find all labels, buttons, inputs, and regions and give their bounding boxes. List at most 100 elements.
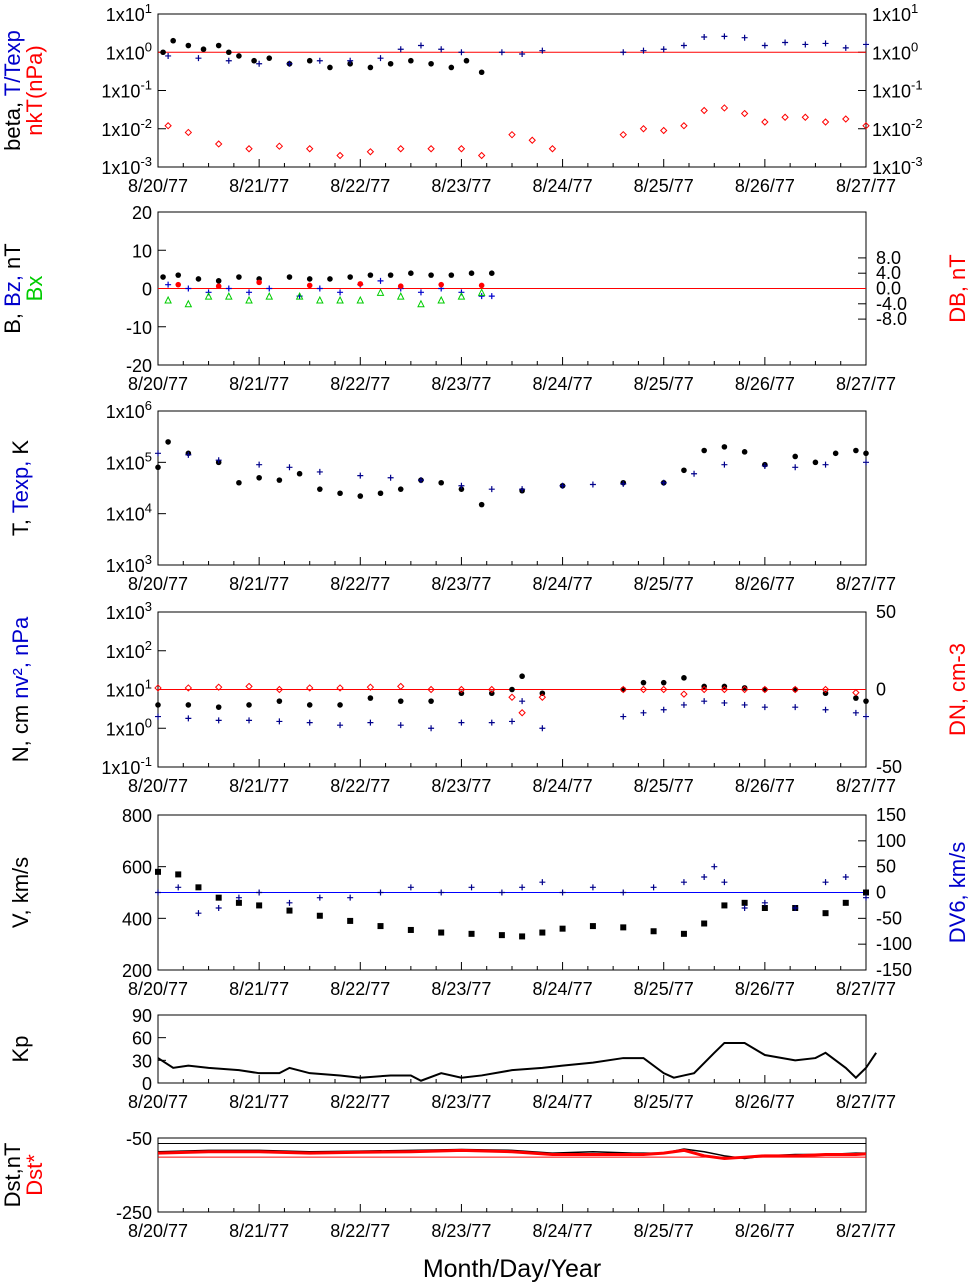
y2-tick-label: 150	[876, 805, 906, 825]
y-tick-label: 1x106	[106, 398, 152, 422]
data-point	[367, 695, 374, 701]
y2-tick-label: 0	[876, 883, 886, 903]
data-point	[215, 283, 222, 290]
data-point	[457, 292, 466, 300]
date-tick-label: 8/22/77	[330, 374, 390, 394]
data-point	[660, 706, 667, 713]
data-point	[488, 293, 495, 300]
series-group-beta	[158, 33, 870, 160]
date-tick-label: 8/21/77	[229, 979, 289, 999]
data-point	[256, 279, 262, 286]
data-point	[478, 293, 485, 300]
data-point	[397, 486, 404, 492]
series-group-v	[155, 863, 869, 940]
data-point	[620, 924, 627, 931]
data-point	[337, 289, 344, 296]
data-point	[509, 686, 515, 693]
data-point	[701, 698, 708, 705]
data-point	[155, 889, 161, 896]
y-tick-label: 200	[122, 961, 152, 981]
data-point	[226, 49, 232, 56]
data-point	[741, 905, 748, 911]
data-point	[215, 704, 222, 710]
y2-tick-label: 8.0	[876, 248, 901, 268]
date-tick-label: 8/20/77	[128, 979, 188, 999]
data-point	[316, 912, 323, 919]
data-point	[448, 272, 455, 278]
date-tick-label: 8/27/77	[836, 979, 896, 999]
panels-group: 8/20/77 8/21/77 8/22/77 8/23/77 8/24/77 8/25/…	[0, 1, 970, 1241]
y2-tick-label: 1x10-2	[872, 116, 923, 140]
date-tick-label: 8/25/77	[634, 1221, 694, 1241]
y2-tick-label: 50	[876, 857, 896, 877]
data-point	[266, 285, 273, 292]
y-tick-label: 60	[132, 1029, 152, 1049]
data-point	[438, 929, 445, 936]
y-tick-label: 20	[132, 203, 152, 223]
y-tick-label: 1x10-3	[101, 154, 152, 178]
date-tick-label: 8/24/77	[533, 574, 593, 594]
data-point	[812, 459, 819, 466]
data-point	[185, 702, 192, 708]
data-point	[306, 282, 313, 289]
data-point	[214, 140, 223, 148]
data-point	[438, 281, 445, 288]
panel-frame-dst	[157, 1137, 867, 1213]
data-point	[256, 60, 263, 67]
data-point	[175, 281, 182, 288]
data-point	[165, 52, 172, 59]
data-point	[154, 684, 162, 692]
data-point	[397, 46, 404, 53]
data-point	[762, 686, 768, 693]
date-tick-label: 8/24/77	[533, 374, 593, 394]
data-point	[842, 44, 849, 51]
data-point	[185, 285, 192, 292]
data-point	[518, 709, 526, 717]
data-point	[680, 122, 688, 130]
data-point	[741, 449, 748, 455]
panel-beta: 8/20/77 8/21/77 8/22/77 8/23/77 8/24/77 8/25/…	[0, 1, 923, 196]
date-tick-label: 8/21/77	[229, 374, 289, 394]
date-tick-label: 8/27/77	[836, 1092, 896, 1112]
data-point	[821, 118, 830, 126]
date-tick-label: 8/27/77	[836, 1221, 896, 1241]
series-group-b	[158, 270, 866, 308]
data-point	[236, 53, 242, 59]
data-point	[448, 64, 455, 71]
data-point	[863, 450, 869, 457]
data-point	[155, 464, 161, 471]
data-point	[458, 719, 465, 726]
data-point	[792, 686, 798, 693]
date-tick-label: 8/24/77	[533, 1092, 593, 1112]
data-point	[741, 685, 748, 691]
data-point	[862, 122, 870, 130]
data-point	[589, 481, 596, 488]
y2-tick-label: 100	[876, 831, 906, 851]
data-point	[155, 713, 161, 720]
y-tick-label: 400	[122, 909, 152, 929]
data-point	[761, 462, 768, 469]
data-point	[204, 292, 213, 300]
data-point	[155, 868, 161, 875]
data-point	[761, 905, 768, 911]
data-point	[215, 905, 222, 911]
data-point	[680, 42, 687, 49]
data-point	[347, 274, 353, 280]
data-point	[437, 295, 446, 304]
data-point	[822, 706, 829, 713]
data-point	[175, 884, 182, 891]
data-point	[438, 46, 445, 53]
data-point	[195, 276, 202, 282]
date-tick-label: 8/26/77	[735, 979, 795, 999]
data-point	[357, 472, 364, 479]
data-point	[740, 109, 749, 118]
y-tick-label: -20	[126, 356, 152, 376]
y-tick-label: 800	[122, 806, 152, 826]
data-point	[347, 917, 354, 924]
data-point	[256, 474, 262, 481]
data-point	[539, 725, 546, 732]
y-tick-label: 1x103	[106, 599, 152, 623]
data-point	[538, 693, 547, 701]
data-point	[822, 910, 829, 917]
